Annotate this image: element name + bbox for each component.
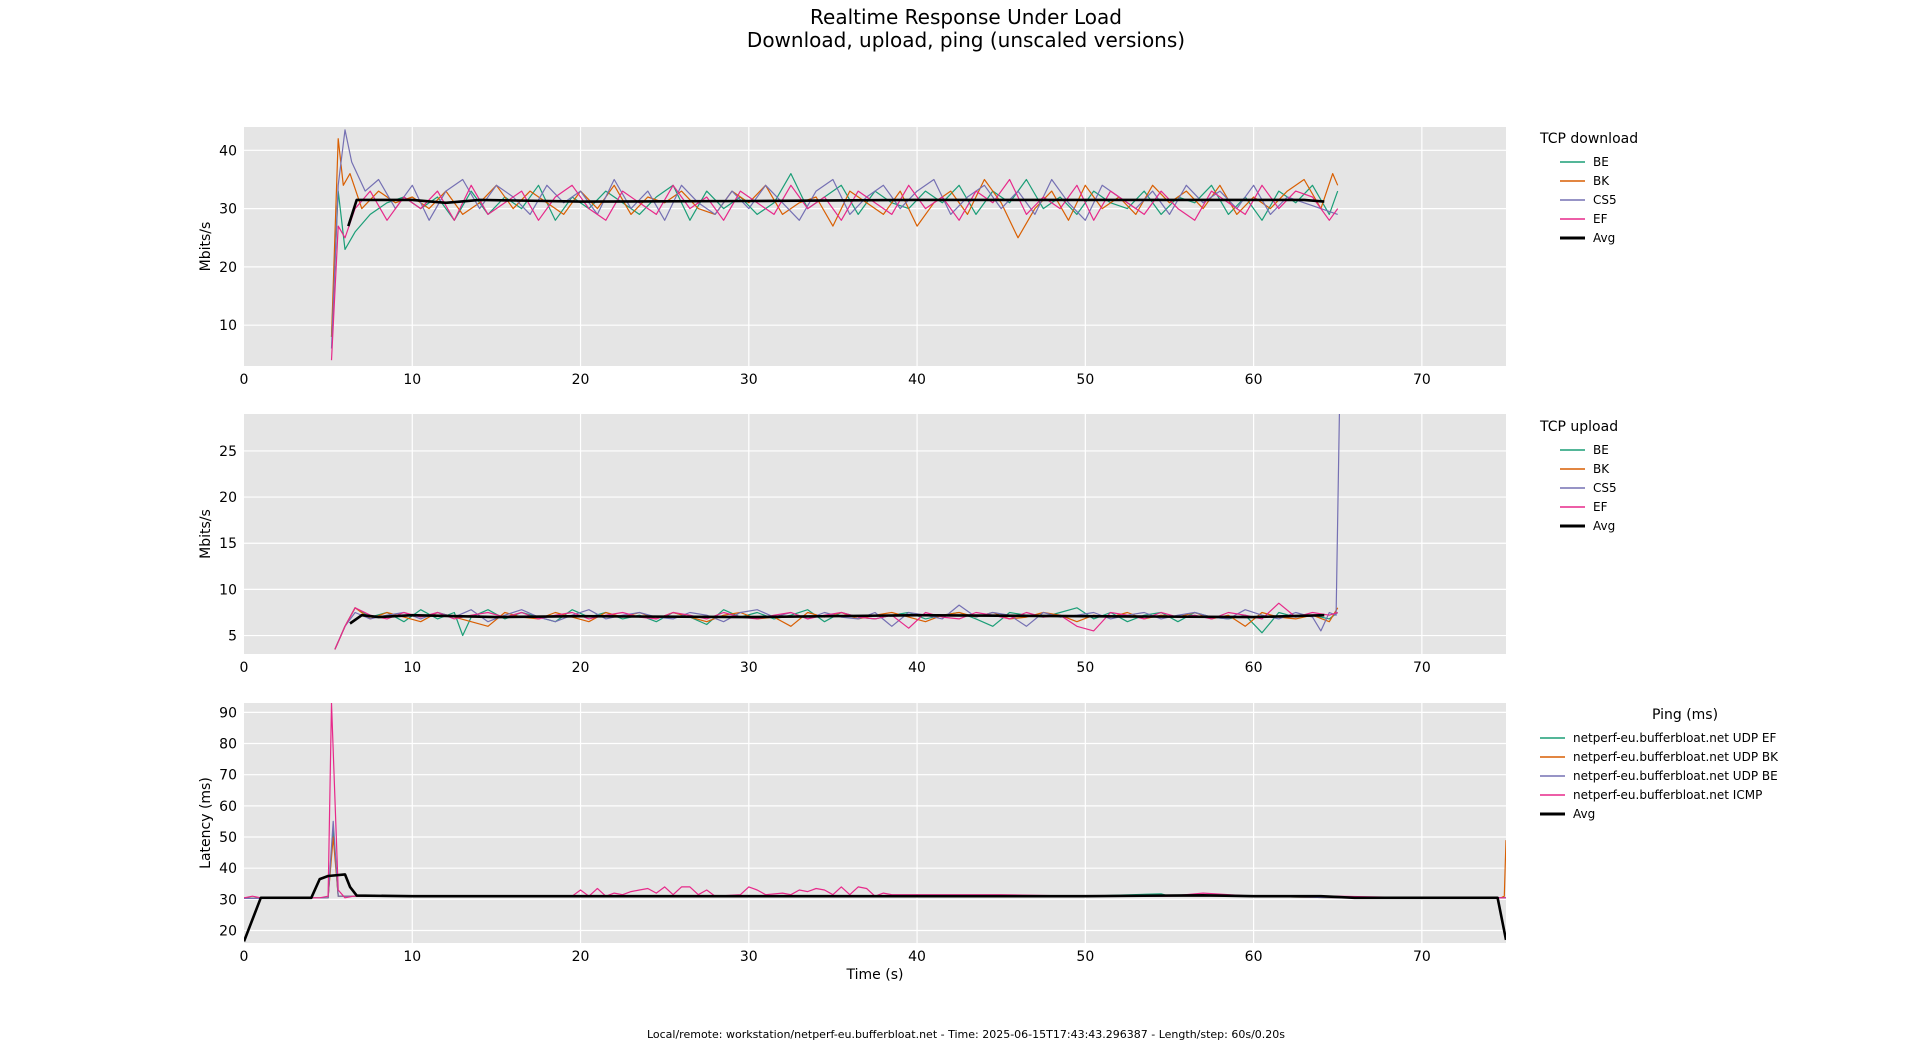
panel1-ytick-2: 30	[219, 202, 237, 218]
panel3-legend-label-1: netperf-eu.bufferbloat.net UDP BK	[1573, 750, 1779, 764]
panel1-ytick-1: 20	[219, 260, 237, 276]
panel3-ylabel: Latency (ms)	[198, 777, 214, 869]
panel2-legend-label-2: CS5	[1593, 481, 1617, 495]
panel3-ytick-5: 70	[219, 768, 237, 784]
panel3-legend-label-3: netperf-eu.bufferbloat.net ICMP	[1573, 788, 1762, 802]
panel3-xtick-6: 60	[1245, 949, 1263, 965]
panel1-legend-label-3: EF	[1593, 212, 1608, 226]
panel3-legend-label-4: Avg	[1573, 807, 1595, 821]
panel3-ytick-7: 90	[219, 705, 237, 721]
panel1-xtick-5: 50	[1076, 372, 1094, 388]
panel1-xtick-3: 30	[740, 372, 758, 388]
panel3-ytick-3: 50	[219, 830, 237, 846]
panel2-xtick-6: 60	[1245, 660, 1263, 676]
panel2-xtick-1: 10	[403, 660, 421, 676]
panel3-ytick-2: 40	[219, 861, 237, 877]
panel2-legend-label-1: BK	[1593, 462, 1610, 476]
panel2-xtick-4: 40	[908, 660, 926, 676]
panel3-xtick-2: 20	[572, 949, 590, 965]
panel3: 0 10 20 30 40 50 60 70 20 30 40 50 60 70 80 90 Latency (…	[198, 703, 1779, 983]
panel3-ytick-0: 20	[219, 924, 237, 940]
panel1-series-ef	[330, 178, 1339, 361]
panel3-xtick-5: 50	[1076, 949, 1094, 965]
panel1-series-bk	[330, 138, 1339, 337]
panel3-legend-label-0: netperf-eu.bufferbloat.net UDP EF	[1573, 731, 1776, 745]
panel1-xtick-2: 20	[572, 372, 590, 388]
panel1-ytick-3: 40	[219, 143, 237, 159]
panel3-legend-label-2: netperf-eu.bufferbloat.net UDP BE	[1573, 769, 1778, 783]
panel2-series-cs5	[334, 414, 1340, 650]
panel1-legend-title: TCP download	[1539, 131, 1638, 147]
panel3-xtick-1: 10	[403, 949, 421, 965]
panel3-xtick-7: 70	[1413, 949, 1431, 965]
panel1-xtick-1: 10	[403, 372, 421, 388]
panel3-xtick-4: 40	[908, 949, 926, 965]
panel3-xlabel: Time (s)	[846, 967, 904, 983]
panel2-ylabel: Mbits/s	[198, 509, 214, 559]
panel2-ytick-1: 10	[219, 582, 237, 598]
panel3-ytick-4: 60	[219, 799, 237, 815]
figure-footer: Local/remote: workstation/netperf-eu.buf…	[647, 1028, 1285, 1041]
panel3-plot-area	[244, 703, 1506, 943]
panel1-ylabel: Mbits/s	[198, 222, 214, 272]
panel3-legend: Ping (ms) netperf-eu.bufferbloat.net UDP …	[1540, 707, 1779, 821]
panel1-plot-area	[244, 127, 1506, 366]
panel2-xtick-7: 70	[1413, 660, 1431, 676]
panel1-legend-label-4: Avg	[1593, 231, 1615, 245]
panel3-legend-title: Ping (ms)	[1652, 707, 1718, 723]
panel2-xtick-0: 0	[240, 660, 249, 676]
panel2-legend-title: TCP upload	[1539, 419, 1618, 435]
panel3-series-avg	[244, 873, 1506, 942]
panel3-series-group	[244, 703, 1506, 942]
panel1: 0 10 20 30 40 50 60 70 10 20 30 40 Mbits/s TCP downlo…	[198, 127, 1638, 388]
panel1-legend: TCP download BE BK CS5 EF Avg	[1539, 131, 1638, 245]
panel1-legend-label-0: BE	[1593, 155, 1609, 169]
panel1-xtick-6: 60	[1245, 372, 1263, 388]
panel2-xtick-3: 30	[740, 660, 758, 676]
panel2-xtick-5: 50	[1076, 660, 1094, 676]
panel2: 0 10 20 30 40 50 60 70 5 10 15 20 25 Mbits/s TCP uploa…	[198, 414, 1618, 676]
panel2-ytick-4: 25	[219, 444, 237, 460]
panel2-ytick-0: 5	[228, 629, 237, 645]
panel1-series-avg	[347, 198, 1325, 227]
panel1-xtick-0: 0	[240, 372, 249, 388]
panel3-ytick-1: 30	[219, 892, 237, 908]
panel2-ytick-2: 15	[219, 536, 237, 552]
panel1-legend-label-2: CS5	[1593, 193, 1617, 207]
figure-title-line1: Realtime Response Under Load	[810, 5, 1122, 29]
panel2-ytick-3: 20	[219, 490, 237, 506]
panel1-xtick-7: 70	[1413, 372, 1431, 388]
panel1-xtick-4: 40	[908, 372, 926, 388]
panel2-xtick-2: 20	[572, 660, 590, 676]
panel2-legend: TCP upload BE BK CS5 EF Avg	[1539, 419, 1618, 533]
panel1-series-cs5	[330, 129, 1338, 349]
panel2-legend-label-0: BE	[1593, 443, 1609, 457]
panel2-legend-label-3: EF	[1593, 500, 1608, 514]
panel1-series-group	[330, 129, 1339, 361]
panel3-xtick-0: 0	[240, 949, 249, 965]
panel2-series-group	[334, 414, 1340, 650]
panel3-xtick-3: 30	[740, 949, 758, 965]
panel1-legend-label-1: BK	[1593, 174, 1610, 188]
panel1-ytick-0: 10	[219, 318, 237, 334]
panel3-ytick-6: 80	[219, 737, 237, 753]
panel2-series-avg	[349, 613, 1325, 625]
figure-title-line2: Download, upload, ping (unscaled version…	[747, 28, 1185, 52]
panel2-plot-area	[244, 414, 1506, 654]
panel2-legend-label-4: Avg	[1593, 519, 1615, 533]
